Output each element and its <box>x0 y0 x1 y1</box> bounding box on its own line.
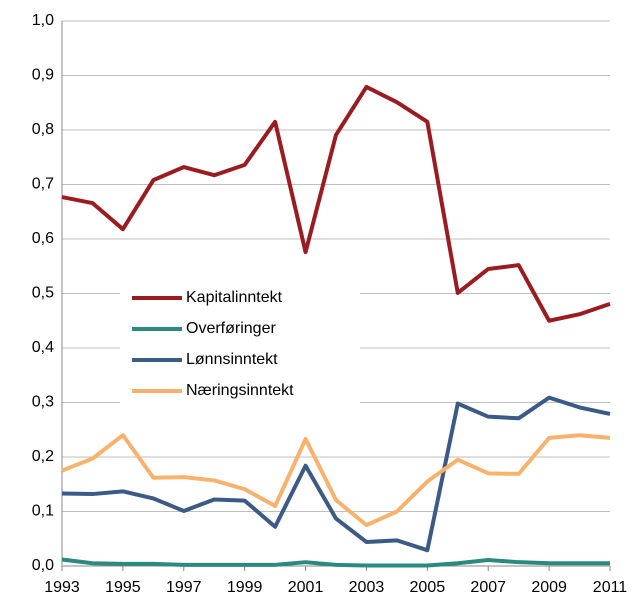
legend-label: Lønnsinntekt <box>186 351 278 368</box>
x-tick-label: 2003 <box>349 579 385 596</box>
series-line <box>61 84 611 323</box>
y-tick-label: 1,0 <box>32 12 54 29</box>
y-tick-label: 0,0 <box>32 557 54 574</box>
x-tick-label: 2001 <box>288 579 324 596</box>
x-tick-label: 2009 <box>531 579 567 596</box>
x-tick-label: 1999 <box>227 579 263 596</box>
y-tick-label: 0,1 <box>32 503 54 520</box>
legend-label: Overføringer <box>186 320 276 337</box>
series-line <box>61 433 611 528</box>
x-tick-label: 2005 <box>410 579 446 596</box>
y-tick-label: 0,3 <box>32 394 54 411</box>
series-line <box>61 557 610 568</box>
y-tick-label: 0,5 <box>32 285 54 302</box>
y-tick-label: 0,9 <box>32 67 54 84</box>
x-tick-label: 1995 <box>105 579 141 596</box>
x-tick-label: 1997 <box>166 579 202 596</box>
x-tick-label: 2007 <box>470 579 506 596</box>
legend-label: Næringsinntekt <box>186 382 294 399</box>
x-tick-label: 2011 <box>593 579 628 596</box>
y-tick-label: 0,4 <box>32 339 54 356</box>
y-tick-label: 0,2 <box>32 448 54 465</box>
y-tick-label: 0,6 <box>32 230 54 247</box>
y-tick-label: 0,7 <box>32 176 54 193</box>
y-tick-label: 0,8 <box>32 121 54 138</box>
x-tick-label: 1993 <box>44 579 80 596</box>
series-line <box>61 395 611 553</box>
legend-label: Kapitalinntekt <box>186 289 283 306</box>
